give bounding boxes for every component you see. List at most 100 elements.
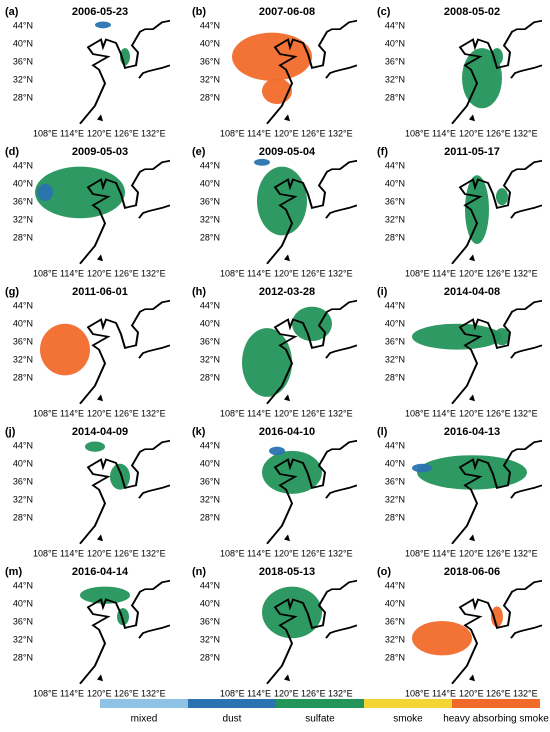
panel-date: 2011-05-17 [444, 146, 500, 158]
lat-label: 44°N [385, 160, 405, 170]
legend-swatch [100, 699, 188, 708]
lon-label: 120°E [459, 548, 484, 558]
aerosol-region [232, 32, 312, 81]
coastline [451, 298, 542, 405]
lat-label: 28°N [200, 232, 220, 242]
lat-label: 40°N [200, 38, 220, 48]
lat-label: 44°N [385, 20, 405, 30]
lon-label: 132°E [513, 268, 538, 278]
aerosol-region [269, 446, 285, 456]
lon-label: 114°E [432, 548, 456, 558]
lon-label: 114°E [60, 128, 84, 138]
panel-label: (g) [5, 286, 19, 298]
panel-label: (n) [192, 566, 206, 578]
lat-label: 32°N [385, 214, 405, 224]
lat-label: 44°N [200, 300, 220, 310]
lon-label: 120°E [87, 268, 112, 278]
lon-label: 114°E [432, 688, 456, 698]
lat-label: 40°N [200, 178, 220, 188]
aerosol-region [257, 166, 307, 236]
lon-label: 108°E [405, 128, 430, 138]
lat-label: 32°N [13, 634, 33, 644]
lon-label: 132°E [141, 688, 166, 698]
map-area [412, 298, 542, 405]
lon-label: 120°E [87, 548, 112, 558]
lat-label: 40°N [13, 458, 33, 468]
aerosol-region [494, 328, 510, 346]
panel-date: 2008-05-02 [444, 6, 500, 18]
lat-label: 28°N [200, 92, 220, 102]
lon-label: 132°E [141, 268, 166, 278]
lat-label: 36°N [385, 56, 405, 66]
map-panel: (a) 2006-05-23 44°N 40°N 36°N 32°N 28°N 108°E 11… [5, 6, 170, 138]
aerosol-region [412, 323, 502, 350]
lon-label: 120°E [274, 688, 299, 698]
map-panel: (m) 2016-04-14 44°N 40°N 36°N 32°N 28°N 108°E 11… [5, 566, 170, 698]
lon-label: 114°E [60, 548, 84, 558]
lat-label: 32°N [13, 74, 33, 84]
lon-label: 126°E [301, 688, 326, 698]
lat-label: 28°N [13, 372, 33, 382]
lon-label: 108°E [220, 128, 245, 138]
map-content [232, 18, 357, 125]
aerosol-region [262, 586, 322, 639]
lon-label: 108°E [405, 408, 430, 418]
lon-label: 132°E [513, 128, 538, 138]
lon-label: 114°E [60, 408, 84, 418]
lat-label: 36°N [200, 336, 220, 346]
lon-label: 126°E [301, 128, 326, 138]
legend-swatch [452, 699, 540, 708]
lat-label: 40°N [13, 178, 33, 188]
lon-label: 108°E [33, 128, 58, 138]
aerosol-region [35, 166, 125, 219]
lon-label: 126°E [114, 548, 139, 558]
map-area [35, 158, 170, 265]
panel-date: 2016-04-10 [259, 426, 315, 438]
aerosol-region [417, 455, 527, 490]
map-content [254, 158, 357, 265]
panel-date: 2009-05-03 [72, 146, 128, 158]
lat-label: 28°N [200, 652, 220, 662]
lon-label: 126°E [114, 408, 139, 418]
lat-label: 36°N [200, 196, 220, 206]
map-content [451, 18, 542, 125]
lon-label: 126°E [486, 548, 511, 558]
legend-swatch [364, 699, 452, 708]
lat-label: 40°N [13, 38, 33, 48]
lon-label: 126°E [301, 268, 326, 278]
legend-swatch [188, 699, 276, 708]
lat-label: 32°N [13, 214, 33, 224]
aerosol-region [465, 175, 489, 244]
map-panel: (h) 2012-03-28 44°N 40°N 36°N 32°N 28°N 108°E 11… [192, 286, 357, 418]
map-content [451, 158, 542, 265]
panel-date: 2006-05-23 [72, 6, 128, 18]
lon-label: 120°E [459, 688, 484, 698]
legend-label: dust [223, 714, 242, 725]
map-panel: (g) 2011-06-01 44°N 40°N 36°N 32°N 28°N 108°E 11… [5, 286, 170, 418]
aerosol-region [254, 158, 270, 166]
lon-label: 120°E [459, 268, 484, 278]
aerosol-region [85, 441, 105, 452]
lon-label: 126°E [301, 548, 326, 558]
lat-label: 44°N [385, 440, 405, 450]
map-area [262, 578, 357, 685]
map-area [412, 438, 542, 545]
lat-label: 40°N [385, 318, 405, 328]
lat-label: 28°N [13, 232, 33, 242]
lon-label: 126°E [114, 688, 139, 698]
panel-date: 2012-03-28 [259, 286, 315, 298]
aerosol-region [110, 463, 130, 490]
aerosol-region [40, 323, 90, 376]
lat-label: 40°N [13, 598, 33, 608]
lat-label: 32°N [13, 354, 33, 364]
panel-label: (f) [377, 146, 388, 158]
lon-label: 120°E [87, 688, 112, 698]
lon-label: 132°E [141, 548, 166, 558]
lat-label: 32°N [200, 634, 220, 644]
lat-label: 40°N [200, 458, 220, 468]
map-area [79, 18, 170, 125]
legend-label: smoke [393, 714, 423, 725]
lon-label: 114°E [247, 128, 271, 138]
lon-label: 108°E [405, 548, 430, 558]
lat-label: 36°N [385, 336, 405, 346]
